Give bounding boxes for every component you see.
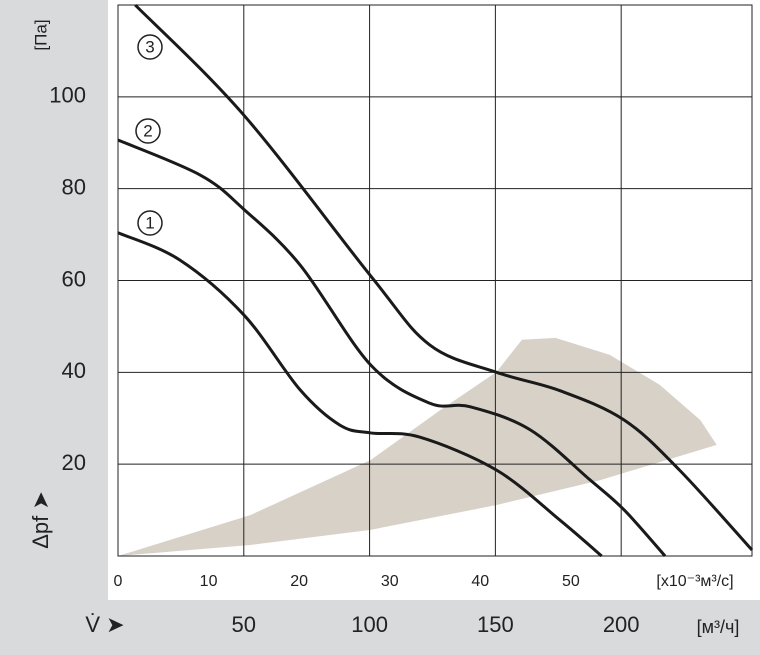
curve-label-circle (137, 210, 163, 236)
x2-tick-label: 50 (232, 612, 256, 637)
plot-border (117, 4, 753, 557)
fan-curve (117, 138, 667, 557)
y-tick-label: 80 (62, 174, 86, 199)
bottom-band (0, 600, 760, 655)
y-tick-label: 60 (62, 266, 86, 291)
y-label: [Па] (31, 19, 50, 50)
x-tick-label: 10 (200, 573, 218, 590)
operating-region (118, 337, 717, 556)
y-tick-label: 20 (62, 450, 86, 475)
x-tick-label: 20 (290, 573, 308, 590)
x-tick-label: 0 (114, 573, 123, 590)
x2-tick-label: 150 (477, 612, 514, 637)
curve-label: 2 (143, 121, 152, 140)
fan-curve (134, 3, 754, 552)
x2-label: [м³/ч] (697, 617, 740, 637)
curve-label: 3 (145, 37, 154, 56)
curve-label: 1 (145, 213, 154, 232)
left-band (0, 0, 108, 655)
x2-tick-label: 200 (603, 612, 640, 637)
x-tick-label: 40 (471, 573, 489, 590)
fan-curve (117, 231, 603, 558)
y-symbol: Δpf ➤ (28, 491, 53, 549)
x-tick-label: 30 (381, 573, 399, 590)
curve-label-circle (135, 118, 161, 144)
x2-symbol: V̇ ➤ (85, 612, 124, 637)
y-tick-label: 100 (49, 83, 86, 108)
x-label: [x10⁻³м³/с] (656, 573, 733, 590)
curve-label-circle (137, 34, 163, 60)
x-tick-label: 50 (562, 573, 580, 590)
y-tick-label: 40 (62, 358, 86, 383)
x2-tick-label: 100 (351, 612, 388, 637)
